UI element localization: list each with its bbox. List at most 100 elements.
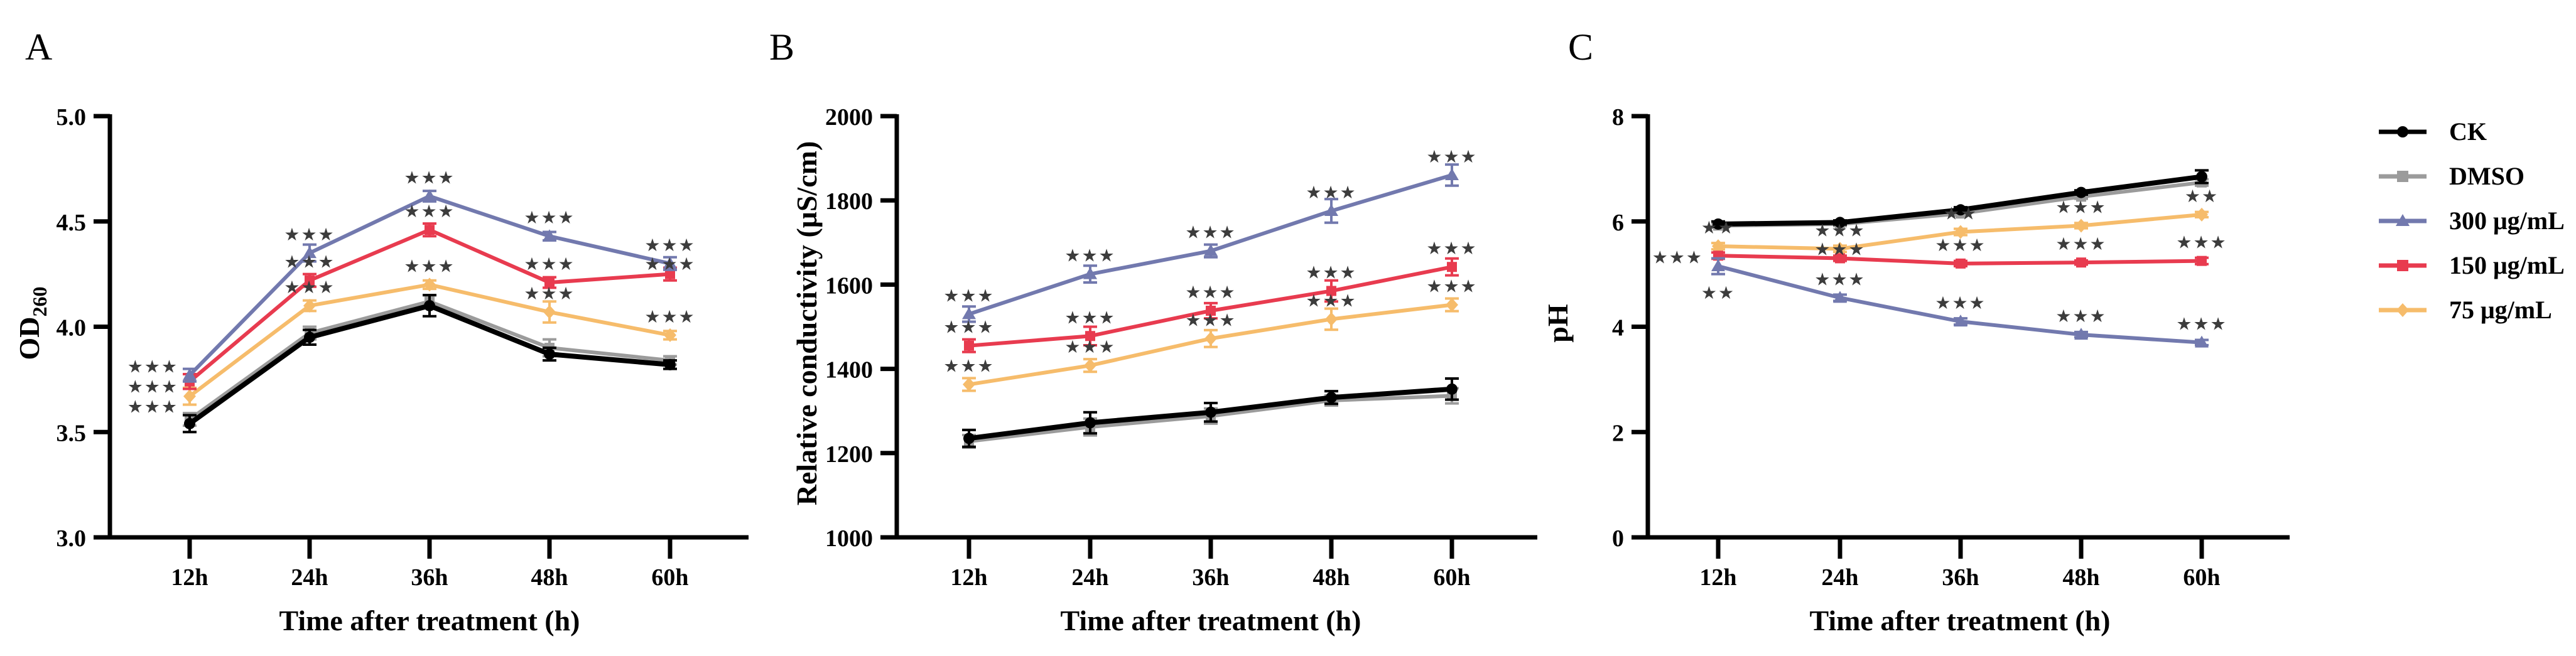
data-point [1711, 259, 1725, 272]
significance-marker: ★★★ [1064, 245, 1115, 266]
y-tick-label: 3.0 [57, 525, 87, 552]
significance-marker: ★★★ [1426, 276, 1477, 297]
significance-marker: ★★★ [404, 201, 455, 222]
x-tick-label: 36h [1942, 564, 1979, 591]
legend: CK DMSO 300 μg/mL 150 μg/mL 75 μg/mL [2378, 118, 2565, 341]
data-point [963, 433, 975, 444]
data-point [963, 377, 975, 392]
data-point [1834, 217, 1846, 229]
significance-marker: ★★★ [1185, 309, 1236, 330]
data-point [543, 229, 556, 242]
significance-marker: ★★★ [644, 306, 695, 327]
significance-marker: ★★ [1701, 217, 1735, 238]
y-tick-label: 4 [1612, 315, 1624, 341]
significance-marker: ★★ [1701, 282, 1735, 303]
significance-stars: ★★★★★★★★★★★★★★★★★★★★★★★★★★★★★★★★★★★★★★★★… [1652, 186, 2227, 335]
data-point [1204, 331, 1217, 346]
significance-marker: ★★★ [943, 317, 994, 338]
significance-marker: ★★ [2185, 186, 2219, 207]
data-point [964, 340, 974, 351]
legend-swatch-75ugml [2379, 303, 2427, 317]
legend-item-75ugml: 75 μg/mL [2378, 296, 2565, 324]
significance-marker: ★★★ [127, 397, 178, 417]
legend-label-ck: CK [2449, 117, 2487, 146]
data-point [962, 307, 976, 320]
data-point [1085, 331, 1095, 341]
panel-a: A 5.0 4.5 4.0 3.5 3.0 12h 24h 36h 48h 60h Time afte… [13, 26, 749, 637]
data-point [303, 298, 316, 313]
data-point [1955, 204, 1966, 216]
significance-marker: ★★★ [284, 252, 335, 272]
x-tick-label: 48h [2062, 564, 2099, 591]
panel-label-c: C [1568, 26, 1593, 68]
significance-marker: ★★★ [2055, 306, 2106, 326]
data-point [184, 417, 195, 429]
significance-marker: ★★★ [1935, 293, 1986, 313]
axes: 2000 1800 1600 1400 1200 1000 12h 24h 36h 48h 60h [825, 104, 1537, 591]
significance-marker: ★★★ [1426, 146, 1477, 167]
data-point [1084, 358, 1096, 373]
data-point [1446, 298, 1458, 312]
data-point [304, 331, 315, 343]
significance-marker: ★★★ [284, 277, 335, 298]
data-point [1835, 253, 1845, 264]
x-tick-label: 48h [531, 564, 568, 591]
data-point [1204, 244, 1218, 256]
legend-swatch-ck [2379, 126, 2427, 137]
y-tick-label: 0 [1612, 525, 1624, 552]
significance-marker: ★★★ [1306, 262, 1356, 282]
data-point [2197, 255, 2207, 266]
y-tick-label: 2000 [825, 104, 873, 131]
series-150-g-ml [1711, 250, 2209, 269]
data-point [424, 299, 435, 311]
significance-marker: ★★★ [524, 283, 575, 304]
panel-label-a: A [25, 26, 52, 68]
y-axis-title: Relative conductivity (μS/cm) [791, 141, 823, 506]
x-tick-label: 36h [1192, 564, 1229, 591]
panel-b: B 2000 1800 1600 1400 1200 1000 12h 24h 36h 48h 60h… [769, 26, 1537, 637]
series-300-g-ml [183, 189, 677, 383]
x-tick-label: 36h [411, 564, 448, 591]
legend-swatch-dmso [2379, 171, 2427, 182]
y-tick-label: 4.5 [57, 210, 87, 236]
x-tick-label: 24h [1071, 564, 1108, 591]
data-point [1833, 291, 1847, 303]
series-ck [183, 294, 677, 434]
series-150-g-ml [962, 257, 1459, 353]
data-point [423, 277, 436, 292]
data-point [1712, 239, 1724, 254]
series-ck [1711, 169, 2209, 230]
legend-item-300ugml: 300 μg/mL [2378, 207, 2565, 235]
significance-marker: ★★★ [644, 235, 695, 255]
axes: 5.0 4.5 4.0 3.5 3.0 12h 24h 36h 48h 60h [57, 104, 749, 591]
legend-swatch-150ugml [2379, 260, 2427, 271]
y-tick-label: 8 [1612, 104, 1624, 131]
data-point [1324, 203, 1338, 216]
series-75-g-ml [1711, 207, 2209, 256]
y-tick-label: 1800 [825, 188, 873, 215]
significance-marker: ★★★ [1185, 282, 1236, 303]
data-point [1446, 383, 1458, 395]
data-point [425, 225, 435, 235]
y-tick-label: 3.5 [57, 420, 87, 446]
y-axis-title: OD260 [13, 287, 51, 360]
data-point [183, 368, 197, 380]
data-point [183, 389, 196, 404]
data-point [2075, 218, 2087, 233]
legend-label-150ugml: 150 μg/mL [2449, 251, 2565, 279]
legend-marker [2397, 260, 2408, 271]
data-point [665, 269, 675, 279]
significance-marker: ★★★ [404, 167, 455, 188]
significance-marker: ★★★ [1652, 247, 1703, 267]
data-point [2076, 257, 2086, 268]
significance-marker: ★★★ [943, 285, 994, 306]
significance-marker: ★★★ [2176, 232, 2227, 253]
series-300-g-ml [962, 163, 1459, 323]
significance-marker: ★★★ [284, 224, 335, 245]
x-tick-label: 24h [1821, 564, 1858, 591]
data-point [2195, 207, 2208, 222]
x-tick-label: 12h [171, 564, 208, 591]
legend-marker [2396, 303, 2409, 317]
